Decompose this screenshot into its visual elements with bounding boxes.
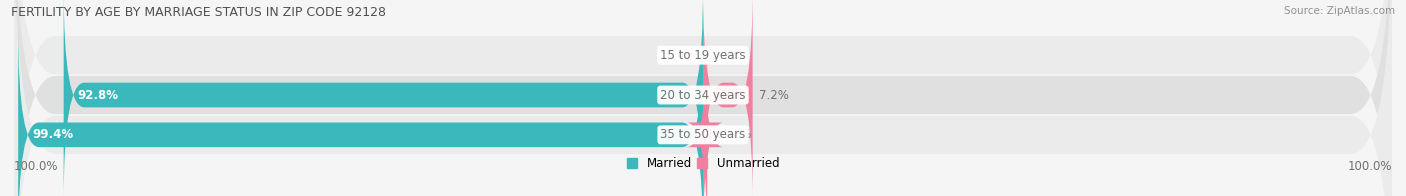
Text: 100.0%: 100.0% <box>1347 160 1392 172</box>
FancyBboxPatch shape <box>703 0 752 196</box>
Text: FERTILITY BY AGE BY MARRIAGE STATUS IN ZIP CODE 92128: FERTILITY BY AGE BY MARRIAGE STATUS IN Z… <box>11 6 387 19</box>
Text: 99.4%: 99.4% <box>32 128 73 141</box>
Text: 0.0%: 0.0% <box>710 49 740 62</box>
FancyBboxPatch shape <box>63 0 703 196</box>
Text: 15 to 19 years: 15 to 19 years <box>661 49 745 62</box>
FancyBboxPatch shape <box>14 0 1392 196</box>
Text: Source: ZipAtlas.com: Source: ZipAtlas.com <box>1284 6 1395 16</box>
Legend: Married, Unmarried: Married, Unmarried <box>627 157 779 170</box>
Text: 0.62%: 0.62% <box>714 128 751 141</box>
FancyBboxPatch shape <box>18 28 703 196</box>
Text: 35 to 50 years: 35 to 50 years <box>661 128 745 141</box>
FancyBboxPatch shape <box>14 0 1392 196</box>
Text: 7.2%: 7.2% <box>759 89 789 102</box>
FancyBboxPatch shape <box>14 0 1392 196</box>
Text: 92.8%: 92.8% <box>77 89 118 102</box>
Text: 20 to 34 years: 20 to 34 years <box>661 89 745 102</box>
Text: 0.0%: 0.0% <box>666 49 696 62</box>
FancyBboxPatch shape <box>686 28 724 196</box>
Text: 100.0%: 100.0% <box>14 160 59 172</box>
